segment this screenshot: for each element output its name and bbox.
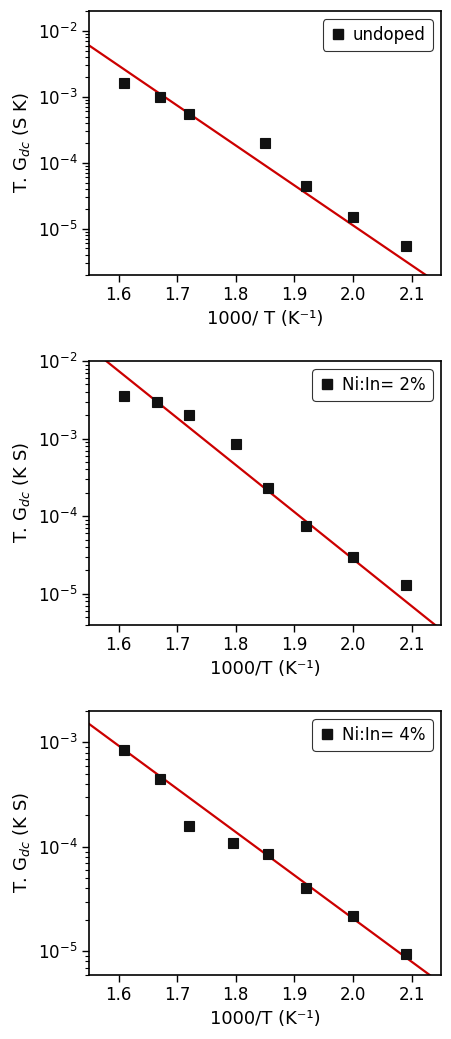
Y-axis label: T. G$_{dc}$ (K S): T. G$_{dc}$ (K S) [11,792,32,894]
Legend: Ni:In= 2%: Ni:In= 2% [312,370,432,401]
Y-axis label: T. G$_{dc}$ (S K): T. G$_{dc}$ (S K) [11,92,32,193]
Legend: undoped: undoped [322,20,432,51]
Y-axis label: T. G$_{dc}$ (K S): T. G$_{dc}$ (K S) [11,443,32,543]
X-axis label: 1000/ T (K⁻¹): 1000/ T (K⁻¹) [207,310,322,328]
X-axis label: 1000/T (K⁻¹): 1000/T (K⁻¹) [209,660,320,677]
X-axis label: 1000/T (K⁻¹): 1000/T (K⁻¹) [209,1010,320,1028]
Legend: Ni:In= 4%: Ni:In= 4% [312,719,432,750]
